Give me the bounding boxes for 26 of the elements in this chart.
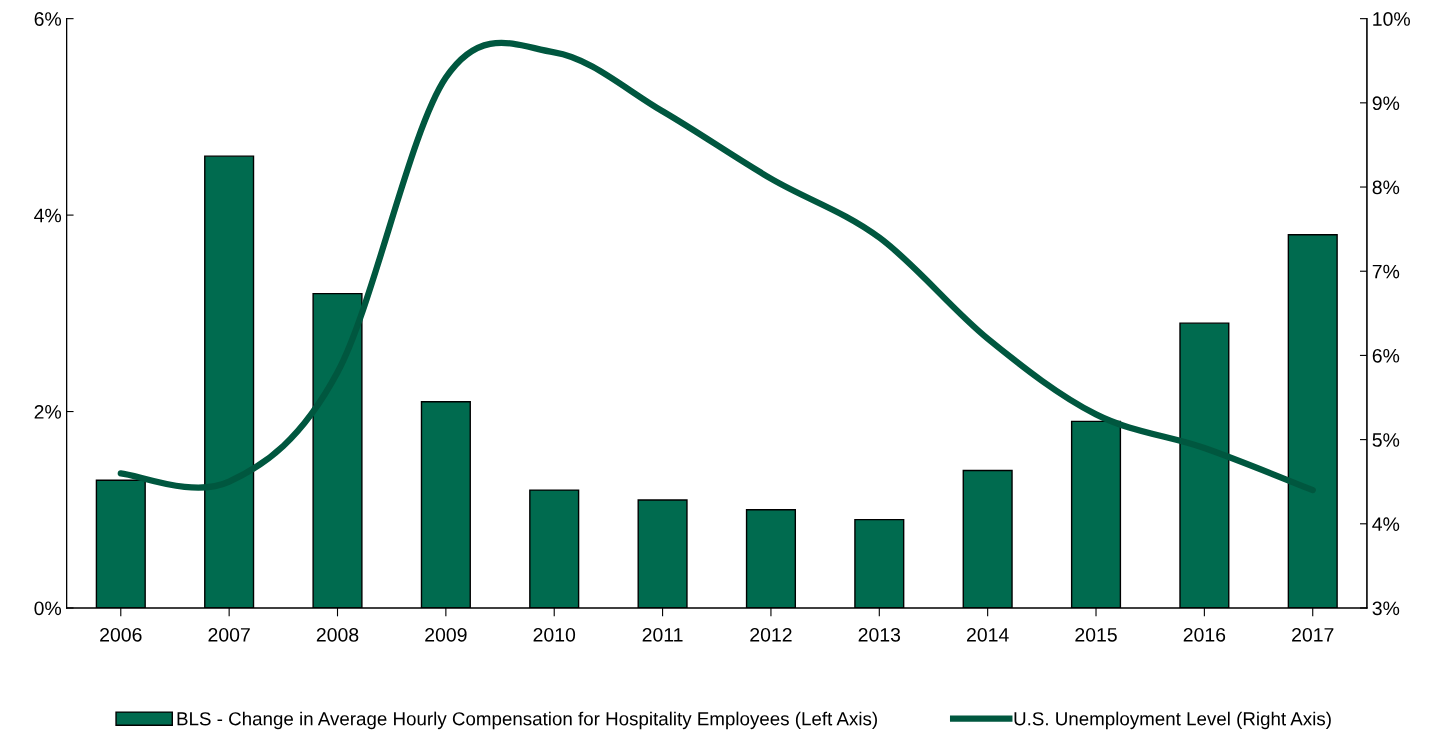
y2-tick-label: 8% — [1372, 180, 1400, 195]
x-tick-label: 2014 — [967, 627, 1009, 642]
x-tick-label: 2011 — [642, 627, 683, 642]
x-tick-label: 2007 — [208, 627, 250, 642]
x-tick-label: 2017 — [1292, 627, 1334, 642]
y2-tick-label: 9% — [1372, 96, 1400, 111]
y-tick-label: 6% — [34, 12, 62, 26]
y-tick-label: 4% — [34, 208, 62, 223]
y2-tick-label: 3% — [1372, 601, 1400, 616]
y2-tick-label: 5% — [1372, 433, 1400, 447]
x-tick-label: 2010 — [533, 627, 576, 642]
y-tick-label: 0% — [34, 601, 62, 616]
y2-tick-label: 7% — [1372, 264, 1400, 279]
x-tick-label: 2009 — [425, 627, 467, 642]
x-tick-label: 2006 — [100, 627, 142, 642]
y-tick-label: 2% — [34, 405, 62, 419]
x-tick-label: 2008 — [316, 627, 359, 642]
x-tick-label: 2013 — [858, 627, 901, 642]
legend-label: U.S. Unemployment Level (Right Axis) — [1014, 711, 1331, 730]
y2-tick-label: 4% — [1372, 517, 1400, 531]
y2-tick-label: 6% — [1372, 348, 1400, 363]
y2-tick-label: 10% — [1373, 12, 1410, 26]
legend-label: BLS - Change in Average Hourly Compensation for Hospitality Employees (Left Axis) — [177, 711, 877, 730]
x-tick-label: 2015 — [1075, 627, 1117, 642]
x-tick-label: 2016 — [1183, 627, 1226, 642]
x-tick-label: 2012 — [750, 627, 792, 642]
